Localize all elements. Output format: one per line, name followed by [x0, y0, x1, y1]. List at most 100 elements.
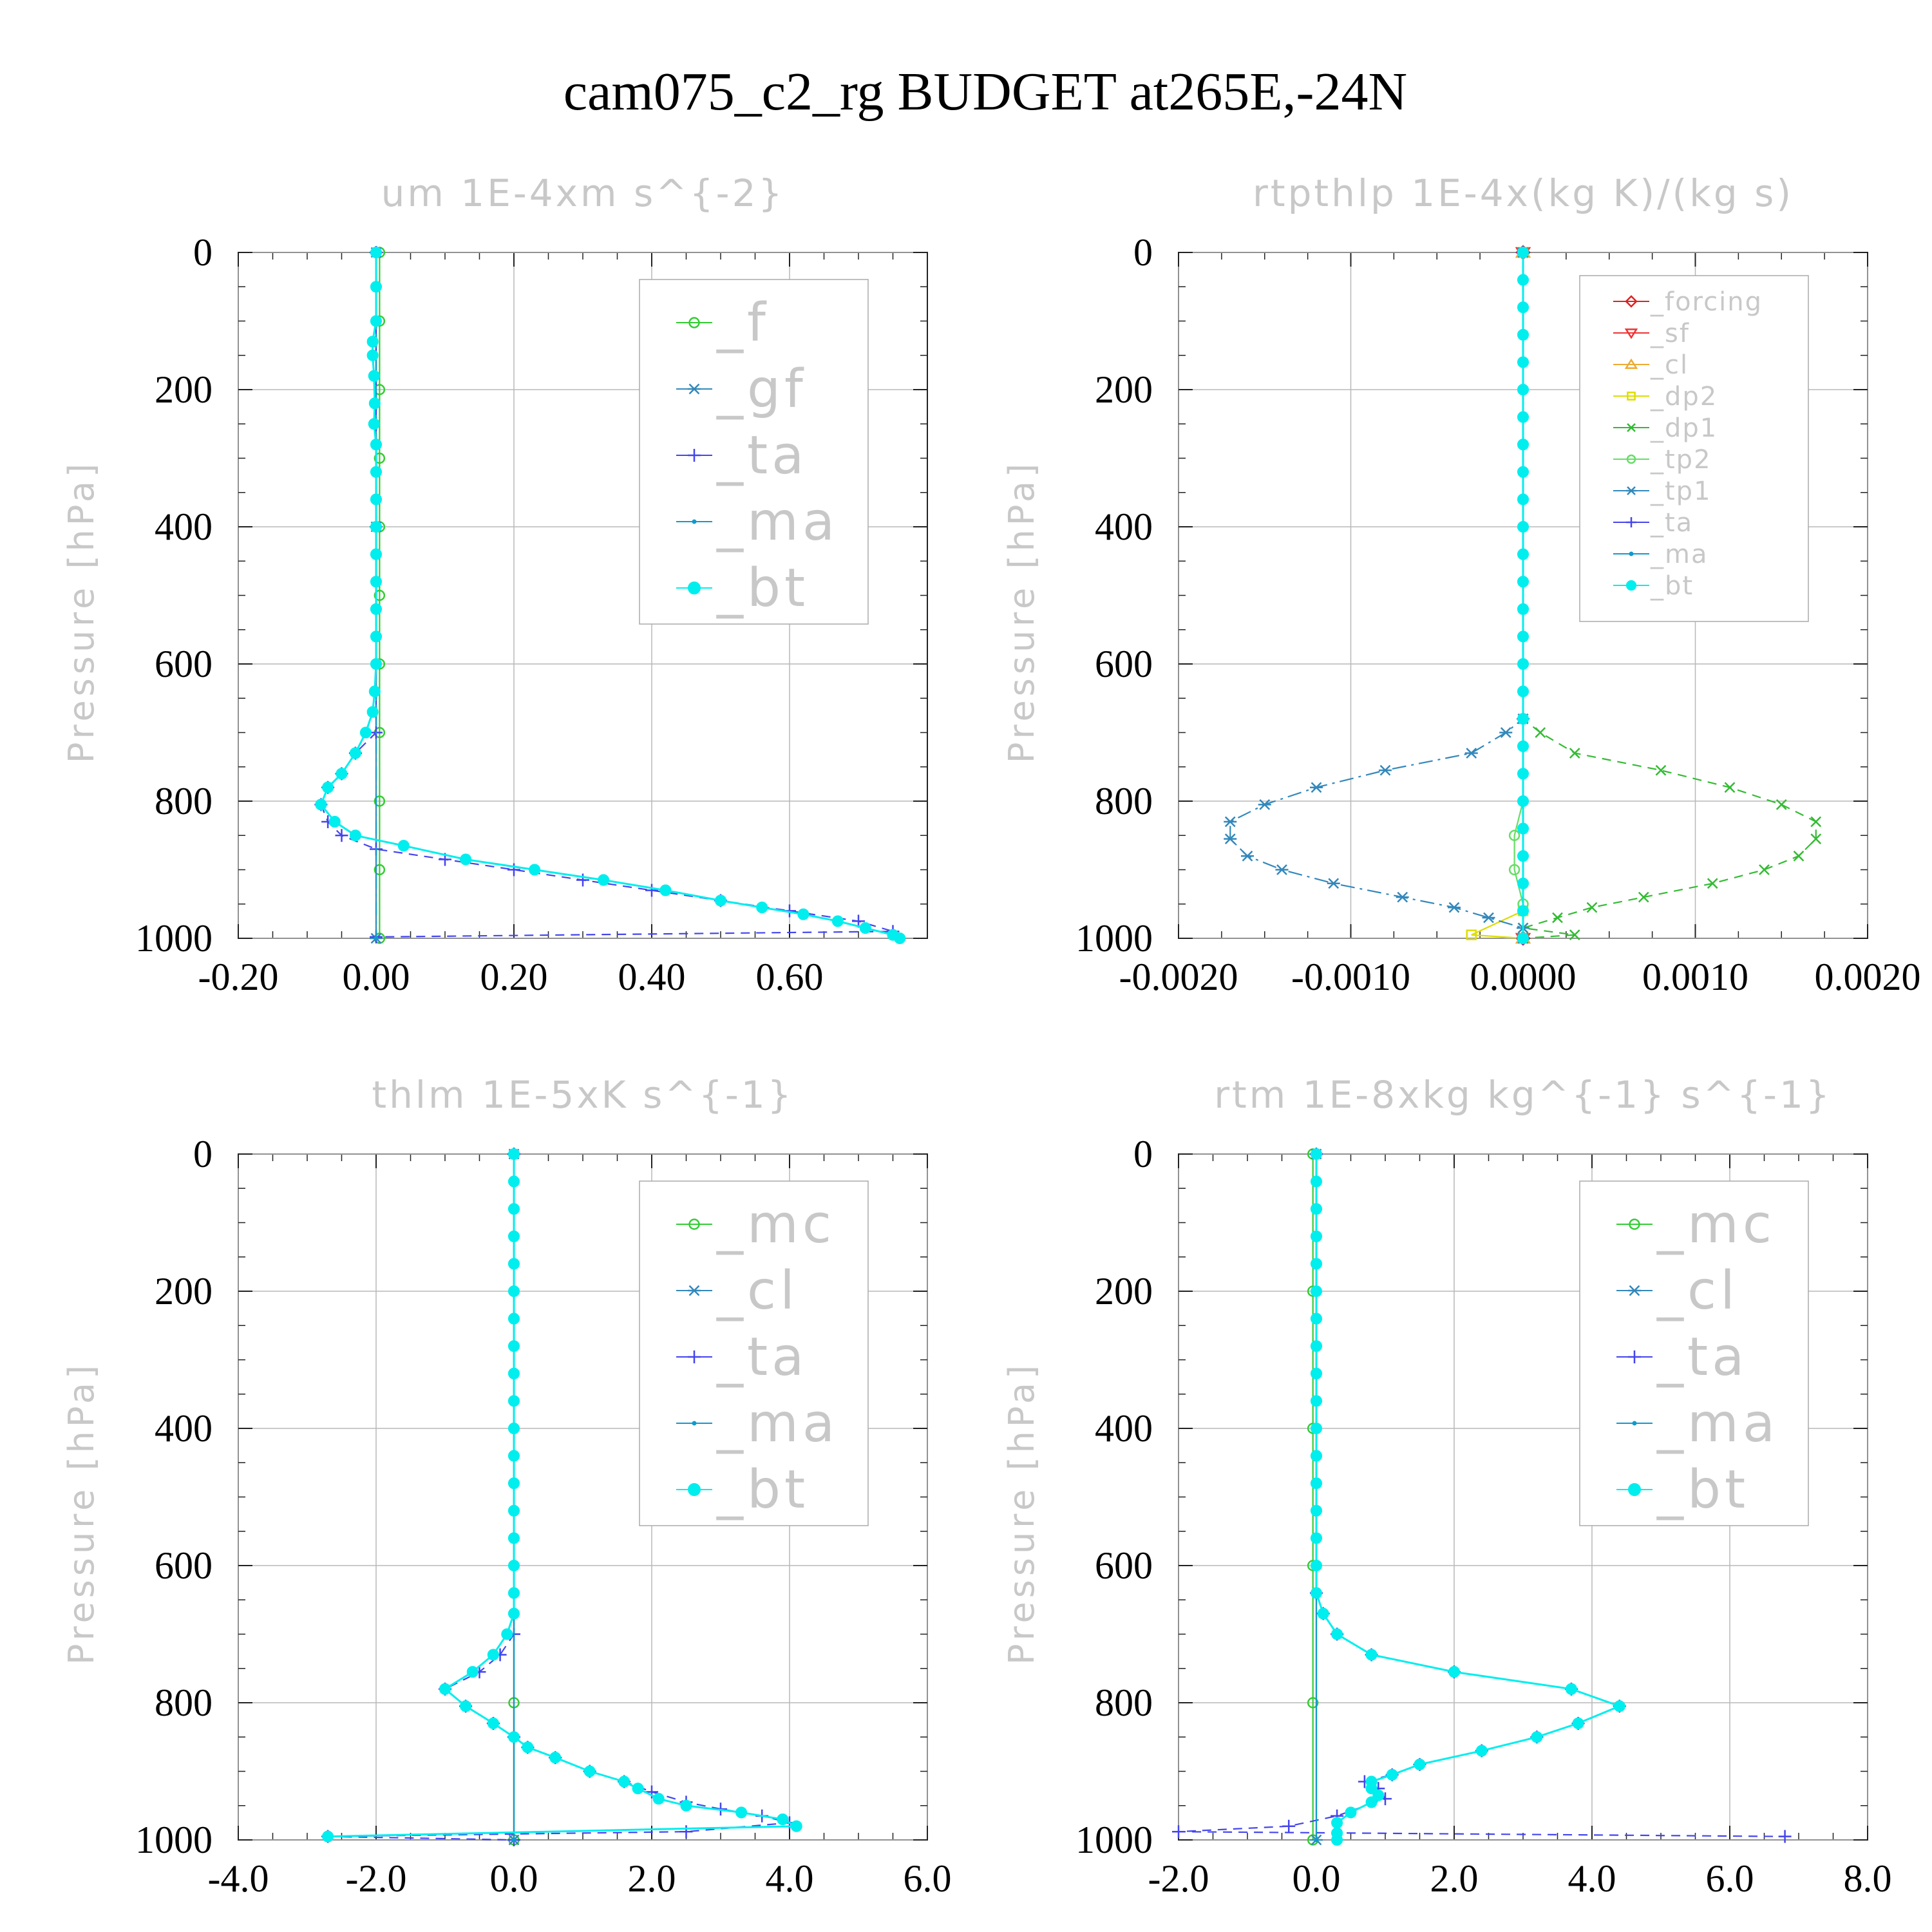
data-point-marker — [831, 915, 844, 927]
legend: _f_gf_ta_ma_bt — [639, 279, 869, 625]
data-point-marker — [460, 1700, 472, 1712]
data-point-marker — [1310, 1258, 1323, 1270]
data-point-marker — [1793, 850, 1804, 862]
x-tick-label: 0.0010 — [1642, 956, 1748, 998]
data-point-marker — [1517, 383, 1530, 396]
data-point-marker — [1535, 727, 1546, 738]
data-point-marker — [1224, 816, 1237, 828]
y-tick-label: 600 — [1095, 1544, 1153, 1587]
y-tick-label: 200 — [1095, 368, 1153, 411]
data-point-marker — [618, 1776, 630, 1788]
legend-box — [639, 279, 869, 625]
data-point-marker — [1314, 1837, 1319, 1842]
data-point-marker — [1310, 1422, 1323, 1435]
data-point-marker — [370, 630, 383, 643]
y-tick-label: 800 — [1095, 1681, 1153, 1724]
data-point-marker — [507, 1532, 520, 1544]
data-point-marker — [1172, 1825, 1185, 1839]
data-point-marker — [1517, 246, 1530, 259]
data-point-marker — [1499, 727, 1513, 738]
data-point-marker — [1517, 658, 1530, 670]
x-tick-label: 8.0 — [1844, 1857, 1892, 1900]
data-point-marker — [735, 1806, 748, 1819]
data-point-marker — [598, 874, 610, 886]
data-point-marker — [370, 466, 383, 478]
data-point-marker — [1345, 1806, 1357, 1819]
legend-label: _bt — [716, 1459, 809, 1520]
data-point-marker — [1310, 1148, 1323, 1160]
data-point-marker — [688, 383, 701, 395]
data-point-marker — [1310, 1312, 1323, 1325]
data-point-marker — [507, 1587, 520, 1599]
data-point-marker — [1517, 685, 1530, 697]
data-point-marker — [1624, 328, 1638, 339]
legend-label: _ta — [716, 1327, 808, 1388]
series-tp1 — [1224, 247, 1530, 944]
data-point-marker — [370, 246, 383, 259]
data-point-marker — [507, 1285, 520, 1298]
series-line — [1522, 252, 1817, 940]
data-point-marker — [1365, 1783, 1378, 1795]
data-point-marker — [688, 1218, 700, 1230]
data-point-marker — [1517, 850, 1530, 862]
data-point-marker — [1552, 912, 1563, 923]
legend-label: _ma — [1650, 540, 1708, 569]
data-point-marker — [1517, 328, 1530, 341]
data-point-marker — [1310, 1203, 1323, 1215]
y-tick-label: 800 — [155, 780, 213, 822]
data-point-marker — [374, 936, 379, 941]
y-tick-label: 1000 — [1075, 1819, 1153, 1861]
data-point-marker — [1310, 1587, 1323, 1599]
data-point-marker — [1517, 932, 1530, 945]
data-point-marker — [1414, 1758, 1426, 1770]
data-point-marker — [511, 1837, 516, 1842]
data-point-marker — [688, 1350, 701, 1363]
data-point-marker — [1628, 1483, 1641, 1496]
y-tick-label: 600 — [1095, 643, 1153, 685]
data-point-marker — [1517, 768, 1530, 780]
x-tick-label: -4.0 — [208, 1857, 269, 1900]
data-point-marker — [777, 1814, 789, 1826]
x-tick-label: 6.0 — [1706, 1857, 1754, 1900]
data-point-marker — [1464, 748, 1478, 759]
data-point-marker — [1482, 912, 1495, 923]
legend-label: _cl — [716, 1260, 799, 1321]
data-point-marker — [1626, 486, 1636, 495]
data-point-marker — [1224, 833, 1237, 844]
figure-title: cam075_c2_rg BUDGET at265E,-24N — [564, 62, 1407, 122]
data-point-marker — [1310, 1450, 1323, 1462]
data-point-marker — [315, 799, 327, 811]
legend: _mc_cl_ta_ma_bt — [1579, 1180, 1809, 1526]
data-point-marker — [1258, 799, 1271, 810]
y-tick-label: 400 — [1095, 1407, 1153, 1450]
legend-label: _dp2 — [1650, 382, 1718, 412]
data-point-marker — [1365, 1796, 1378, 1808]
data-point-marker — [714, 895, 727, 907]
series-tp2 — [1508, 247, 1529, 944]
x-tick-label: 6.0 — [904, 1857, 952, 1900]
data-point-marker — [370, 493, 383, 506]
legend-label: _forcing — [1650, 287, 1763, 317]
data-point-marker — [507, 1367, 520, 1379]
data-point-marker — [507, 1477, 520, 1490]
y-tick-label: 400 — [155, 506, 213, 548]
data-point-marker — [1331, 1817, 1343, 1829]
data-point-marker — [370, 281, 383, 293]
data-point-marker — [1624, 358, 1638, 369]
data-point-marker — [370, 315, 383, 327]
data-point-marker — [1310, 1477, 1323, 1490]
data-point-marker — [507, 1504, 520, 1517]
data-point-marker — [1517, 274, 1530, 286]
data-point-marker — [370, 439, 383, 451]
chart-title: um 1E-4xm s^{-2} — [381, 171, 785, 215]
legend-label: _gf — [716, 359, 807, 420]
data-point-marker — [1517, 877, 1530, 889]
y-tick-label: 1000 — [1075, 917, 1153, 960]
chart-title: rtpthlp 1E-4x(kg K)/(kg s) — [1253, 171, 1794, 215]
data-point-marker — [583, 1765, 596, 1777]
data-point-marker — [368, 685, 381, 697]
series-line — [1315, 1154, 1622, 1840]
data-point-marker — [1517, 411, 1530, 423]
data-point-marker — [466, 1666, 478, 1678]
